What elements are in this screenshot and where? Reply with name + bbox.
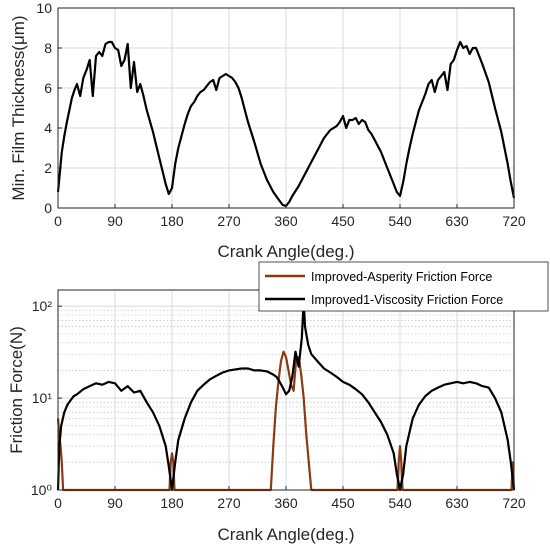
y-tick-label: 8: [44, 40, 52, 56]
x-tick-label: 360: [274, 495, 298, 511]
x-tick-label: 90: [107, 213, 123, 229]
y-tick-label: 4: [44, 120, 52, 136]
series: [56, 299, 516, 492]
legend: Improved-Asperity Friction Force Improve…: [258, 261, 549, 312]
y-axis-label: Friction Force(N): [7, 326, 26, 454]
x-axis-label: Crank Angle(deg.): [217, 525, 354, 544]
grid: [57, 7, 515, 209]
y-tick-label: 10⁰: [31, 482, 53, 498]
x-tick-label: 450: [331, 213, 355, 229]
y-tick-label: 2: [44, 160, 52, 176]
x-tick-label: 90: [107, 495, 123, 511]
x-tick-label: 0: [54, 213, 62, 229]
legend-box: [258, 261, 549, 312]
axis-ticks: 0 90 180 270 360 450 540 630 720 10⁰ 10¹ 10²: [31, 298, 526, 511]
y-tick-label: 10: [36, 0, 52, 16]
legend-label-viscosity: Improved1-Viscosity Friction Force: [311, 293, 503, 307]
x-tick-label: 540: [388, 213, 412, 229]
y-tick-label: 10²: [32, 298, 53, 314]
series-line-0: [56, 40, 516, 208]
grid: [57, 290, 515, 491]
y-axis-label: Min. Film Thickness(μm): [9, 15, 28, 200]
x-tick-label: 450: [331, 495, 355, 511]
y-tick-label: 6: [44, 80, 52, 96]
y-tick-label: 10¹: [32, 390, 53, 406]
series: [56, 40, 516, 208]
axis-ticks: 0 90 180 270 360 450 540 630 720 0 2 4 6 8 10: [36, 0, 525, 229]
x-axis-label: Crank Angle(deg.): [217, 242, 354, 261]
x-tick-label: 540: [388, 495, 412, 511]
x-tick-label: 720: [502, 213, 526, 229]
y-tick-label: 0: [44, 200, 52, 216]
series-line-1: [56, 299, 516, 492]
x-tick-label: 180: [160, 213, 184, 229]
x-tick-label: 720: [502, 495, 526, 511]
x-tick-label: 270: [217, 495, 241, 511]
x-tick-label: 0: [54, 495, 62, 511]
x-tick-label: 630: [445, 213, 469, 229]
film-thickness-panel: 0 90 180 270 360 450 540 630 720 0 2 4 6 8 10 Crank An…: [9, 0, 526, 261]
legend-label-asperity: Improved-Asperity Friction Force: [311, 270, 492, 284]
x-tick-label: 270: [217, 213, 241, 229]
x-tick-label: 630: [445, 495, 469, 511]
x-tick-label: 360: [274, 213, 298, 229]
x-tick-label: 180: [160, 495, 184, 511]
friction-force-panel: 0 90 180 270 360 450 540 630 720 10⁰ 10¹ 10² Crank …: [7, 261, 549, 544]
